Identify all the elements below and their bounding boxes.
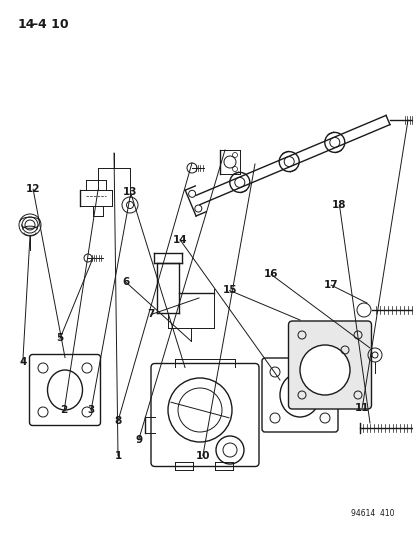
Text: 6: 6 (122, 278, 130, 287)
Text: 8: 8 (114, 416, 121, 426)
Circle shape (299, 345, 349, 395)
Text: 4: 4 (19, 358, 26, 367)
Text: 12: 12 (26, 184, 40, 194)
Text: 9: 9 (135, 435, 142, 445)
Text: –: – (31, 18, 37, 31)
Text: 14: 14 (172, 235, 187, 245)
Text: 94614  410: 94614 410 (351, 509, 394, 518)
Text: 18: 18 (331, 200, 346, 210)
Text: 15: 15 (222, 286, 237, 295)
Text: 10: 10 (195, 451, 210, 461)
Text: 4 10: 4 10 (38, 18, 69, 31)
Text: 3: 3 (87, 406, 95, 415)
Text: 1: 1 (114, 451, 121, 461)
Text: 5: 5 (56, 334, 64, 343)
Text: 16: 16 (263, 270, 278, 279)
Text: 2: 2 (60, 406, 68, 415)
Text: 14: 14 (18, 18, 36, 31)
FancyBboxPatch shape (288, 321, 370, 409)
Text: 11: 11 (354, 403, 369, 413)
Text: 17: 17 (323, 280, 338, 290)
Text: 7: 7 (147, 310, 154, 319)
Text: 13: 13 (123, 187, 138, 197)
